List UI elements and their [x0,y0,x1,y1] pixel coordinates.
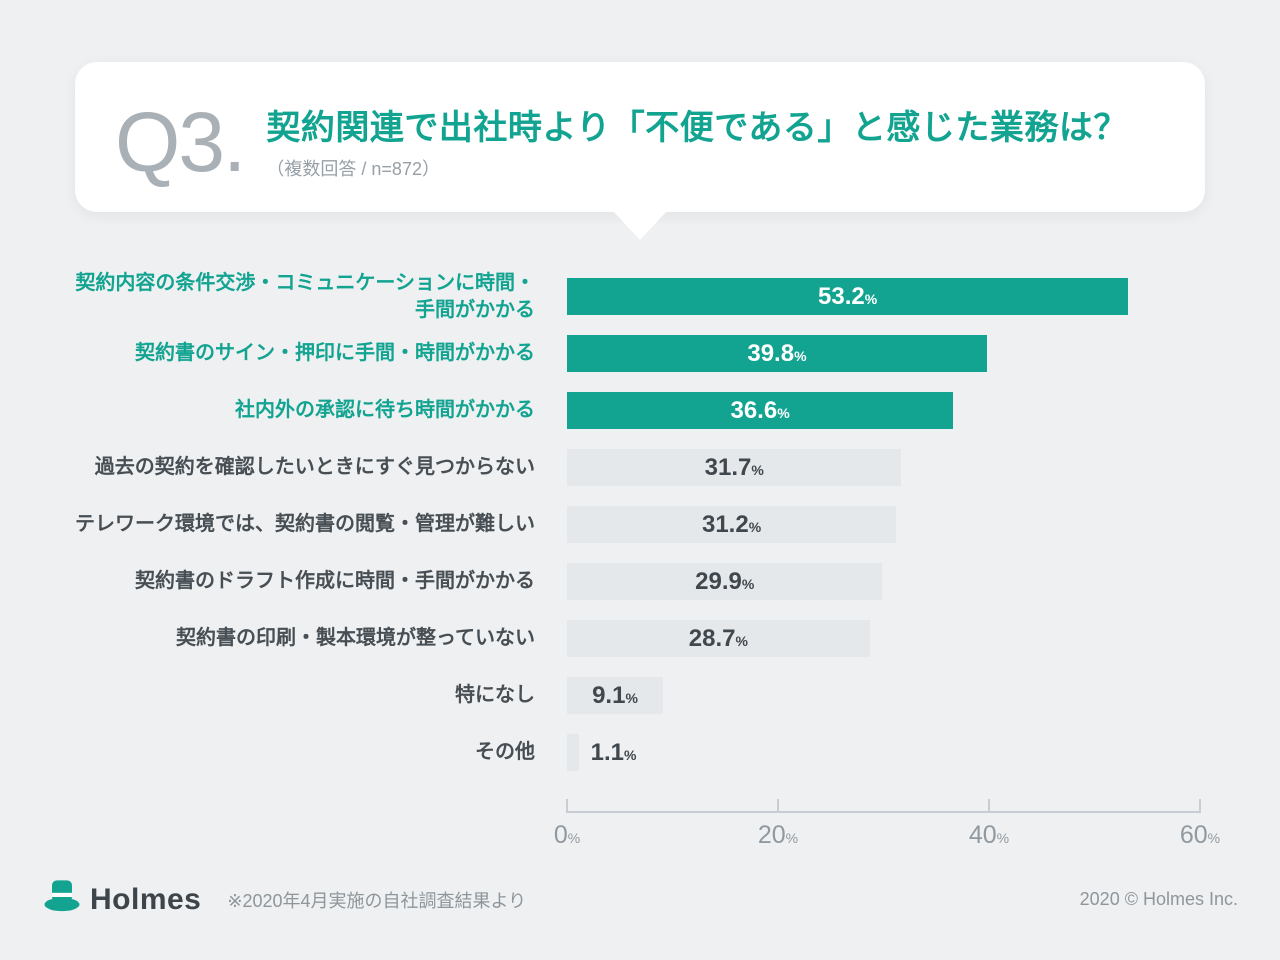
chart-row: 契約書の印刷・製本環境が整っていない 28.7% [75,610,1200,667]
question-subtitle: （複数回答 / n=872） [266,158,440,179]
bar-chart: 契約内容の条件交渉・コミュニケーションに時間・手間がかかる 53.2% 契約書の… [75,268,1220,857]
bar-track: 31.7% [567,449,1200,486]
copyright: 2020 © Holmes Inc. [1079,889,1238,909]
value-label: 31.2% [701,510,762,538]
category-label: テレワーク環境では、契約書の閲覧・管理が難しい [75,513,535,535]
bar: 53.2% [567,278,1129,315]
category-label: 特になし [455,684,535,706]
question-card: Q3. 契約関連で出社時より「不便である」と感じた業務は？ （複数回答 / n=… [75,62,1205,240]
value-label: 1.1% [590,738,637,766]
bar: 36.6% [567,392,954,429]
top-hat-icon [42,878,82,921]
category-label: 契約内容の条件交渉・コミュニケーションに時間・手間がかかる [75,271,535,321]
chart-row: テレワーク環境では、契約書の閲覧・管理が難しい 31.2% [75,496,1200,553]
footer: Holmes ※2020年4月実施の自社調査結果より 2020 © Holmes… [42,878,1238,921]
x-axis-line [567,811,1200,813]
chart-row: 契約書のサイン・押印に手間・時間がかかる 39.8% [75,325,1200,382]
bar: 28.7% [567,620,870,657]
tick-label: 40% [968,821,1010,849]
tick-mark [988,799,990,813]
chart-row: 特になし 9.1% [75,667,1200,724]
bar-track: 1.1% [567,734,1200,771]
tick-label: 60% [1179,821,1221,849]
bar: 9.1% [567,677,663,714]
bar: 39.8% [567,335,987,372]
value-label: 9.1% [592,681,638,709]
brand-name: Holmes [90,882,202,916]
category-label: 社内外の承認に待ち時間がかかる [235,399,535,421]
tick-label: 0% [553,821,581,849]
value-label: 31.7% [704,453,764,481]
bar-track: 53.2% [567,278,1200,315]
value-label: 36.6% [730,396,790,424]
bar-track: 39.8% [567,335,1200,372]
bar-track: 9.1% [567,677,1200,714]
chart-row: その他 1.1% [75,724,1200,781]
bar-track: 29.9% [567,563,1200,600]
value-label: 29.9% [695,567,755,595]
bar-track: 36.6% [567,392,1200,429]
chart-row: 過去の契約を確認したいときにすぐ見つからない 31.7% [75,439,1200,496]
category-label: 契約書のサイン・押印に手間・時間がかかる [135,342,535,364]
chart-row: 契約内容の条件交渉・コミュニケーションに時間・手間がかかる 53.2% [75,268,1200,325]
question-text-block: 契約関連で出社時より「不便である」と感じた業務は？ （複数回答 / n=872） [266,100,1127,181]
category-label: その他 [475,741,535,763]
value-label: 39.8% [747,339,807,367]
tick-mark [777,799,779,813]
chart-row: 社内外の承認に待ち時間がかかる 36.6% [75,382,1200,439]
bar: 1.1% [567,734,636,771]
tick-mark [566,799,568,813]
question-number: Q3. [115,95,246,189]
bar: 31.7% [567,449,902,486]
tick-mark [1199,799,1201,813]
bar: 31.2% [567,506,897,543]
value-label: 28.7% [688,624,748,652]
source-note: ※2020年4月実施の自社調査結果より [227,890,527,911]
brand-logo: Holmes [42,878,201,921]
bar-track: 28.7% [567,620,1200,657]
category-label: 過去の契約を確認したいときにすぐ見つからない [94,456,535,478]
bar-track: 31.2% [567,506,1200,543]
bar: 29.9% [567,563,883,600]
tick-label: 20% [757,821,799,849]
category-label: 契約書のドラフト作成に時間・手間がかかる [135,570,535,592]
category-label: 契約書の印刷・製本環境が整っていない [176,627,535,649]
question-title: 契約関連で出社時より「不便である」と感じた業務は？ [266,108,1128,147]
chart-row: 契約書のドラフト作成に時間・手間がかかる 29.9% [75,553,1200,610]
speech-bubble-pointer [614,212,666,240]
x-axis: 0% 20% 40% 60% [554,797,1220,857]
value-label: 53.2% [818,282,878,310]
